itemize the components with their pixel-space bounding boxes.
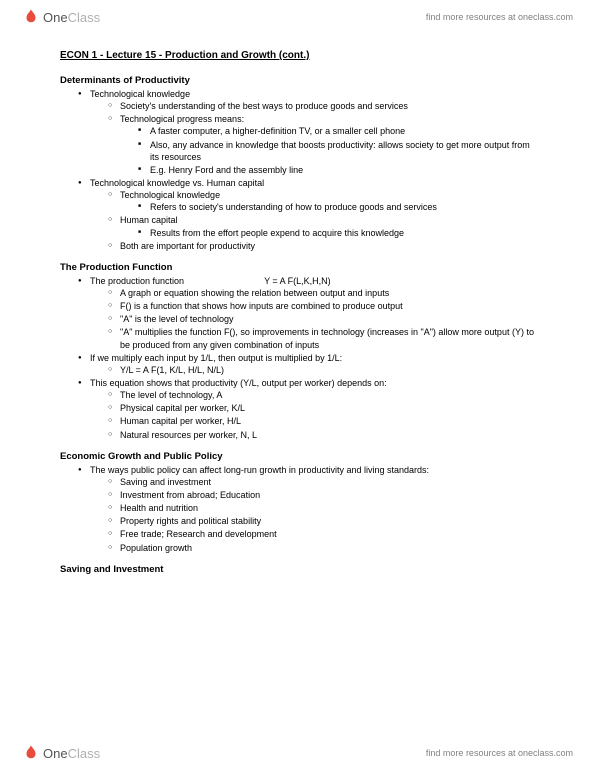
leaf-icon (22, 744, 40, 762)
bullet-text: Property rights and political stability (120, 516, 261, 526)
bullet-text: Investment from abroad; Education (120, 490, 260, 500)
bullet-lvl2: Health and nutrition (108, 502, 540, 514)
bullet-lvl2: Human capital per worker, H/L (108, 415, 540, 427)
bullet-text: Saving and investment (120, 477, 211, 487)
bullet-lvl3: E.g. Henry Ford and the assembly line (138, 164, 540, 176)
brand-header: OneClass find more resources at oneclass… (0, 0, 595, 34)
bullet-lvl1: The ways public policy can affect long-r… (78, 464, 540, 554)
bullet-lvl2: "A" is the level of technology (108, 313, 540, 325)
leaf-icon (22, 8, 40, 26)
bullet-lvl2: Human capital Results from the effort peo… (108, 214, 540, 238)
section-heading: Determinants of Productivity (60, 75, 540, 86)
bullet-text: E.g. Henry Ford and the assembly line (150, 165, 303, 175)
bullet-lvl2: Society's understanding of the best ways… (108, 100, 540, 112)
bullet-text: Both are important for productivity (120, 241, 255, 251)
brand-footer: OneClass find more resources at oneclass… (0, 736, 595, 770)
brand-tagline-bottom: find more resources at oneclass.com (426, 748, 573, 758)
bullet-text: Refers to society's understanding of how… (150, 202, 437, 212)
bullet-text: If we multiply each input by 1/L, then o… (90, 353, 342, 363)
bullet-text: Population growth (120, 543, 192, 553)
bullet-text: Technological knowledge (120, 190, 220, 200)
bullet-lvl2: The level of technology, A (108, 389, 540, 401)
bullet-text: Physical capital per worker, K/L (120, 403, 245, 413)
bullet-lvl2: Both are important for productivity (108, 240, 540, 252)
bullet-lvl2: Technological knowledge Refers to society… (108, 189, 540, 213)
bullet-text: Natural resources per worker, N, L (120, 430, 257, 440)
bullet-text: Technological knowledge (90, 89, 190, 99)
bullet-lvl2: Physical capital per worker, K/L (108, 402, 540, 414)
bullet-text: Health and nutrition (120, 503, 198, 513)
bullet-lvl3: A faster computer, a higher-definition T… (138, 125, 540, 137)
bullet-text: Human capital (120, 215, 178, 225)
bullet-text-formula: Y = A F(L,K,H,N) (264, 276, 331, 286)
bullet-text: "A" is the level of technology (120, 314, 233, 324)
brand-logo-footer: OneClass (22, 744, 100, 762)
brand-logo: OneClass (22, 8, 100, 26)
bullet-text: A faster computer, a higher-definition T… (150, 126, 405, 136)
bullet-lvl1: If we multiply each input by 1/L, then o… (78, 352, 540, 376)
bullet-text: The ways public policy can affect long-r… (90, 465, 429, 475)
bullet-lvl3: Refers to society's understanding of how… (138, 201, 540, 213)
bullet-lvl2: Saving and investment (108, 476, 540, 488)
section-heading: Economic Growth and Public Policy (60, 451, 540, 462)
bullet-lvl2: A graph or equation showing the relation… (108, 287, 540, 299)
document-body: ECON 1 - Lecture 15 - Production and Gro… (60, 50, 540, 577)
bullet-lvl1: Technological knowledge vs. Human capita… (78, 177, 540, 252)
bullet-lvl1: The production function Y = A F(L,K,H,N) A… (78, 275, 540, 351)
bullet-text: The production function (90, 276, 184, 286)
bullet-text: Human capital per worker, H/L (120, 416, 241, 426)
bullet-lvl2: F() is a function that shows how inputs … (108, 300, 540, 312)
bullet-lvl2: Population growth (108, 542, 540, 554)
bullet-lvl2: Property rights and political stability (108, 515, 540, 527)
brand-name-footer: OneClass (43, 746, 100, 761)
bullet-text: This equation shows that productivity (Y… (90, 378, 387, 388)
bullet-text: Y/L = A F(1, K/L, H/L, N/L) (120, 365, 224, 375)
bullet-text: A graph or equation showing the relation… (120, 288, 389, 298)
bullet-lvl2: Y/L = A F(1, K/L, H/L, N/L) (108, 364, 540, 376)
bullet-lvl2: Free trade; Research and development (108, 528, 540, 540)
bullet-text: Also, any advance in knowledge that boos… (150, 140, 530, 162)
bullet-text: The level of technology, A (120, 390, 222, 400)
bullet-text: Technological progress means: (120, 114, 244, 124)
bullet-lvl3: Results from the effort people expend to… (138, 227, 540, 239)
section-heading: The Production Function (60, 262, 540, 273)
bullet-text: F() is a function that shows how inputs … (120, 301, 403, 311)
bullet-text: Society's understanding of the best ways… (120, 101, 408, 111)
brand-tagline-top: find more resources at oneclass.com (426, 12, 573, 22)
brand-name: OneClass (43, 10, 100, 25)
bullet-lvl1: Technological knowledge Society's underst… (78, 88, 540, 176)
bullet-lvl2: Investment from abroad; Education (108, 489, 540, 501)
bullet-lvl3: Also, any advance in knowledge that boos… (138, 139, 540, 163)
bullet-text: Results from the effort people expend to… (150, 228, 404, 238)
page-title: ECON 1 - Lecture 15 - Production and Gro… (60, 50, 540, 61)
bullet-text: "A" multiplies the function F(), so impr… (120, 327, 534, 349)
bullet-lvl2: "A" multiplies the function F(), so impr… (108, 326, 540, 350)
bullet-text: Free trade; Research and development (120, 529, 277, 539)
bullet-text: Technological knowledge vs. Human capita… (90, 178, 264, 188)
bullet-lvl2: Natural resources per worker, N, L (108, 429, 540, 441)
bullet-lvl2: Technological progress means: A faster co… (108, 113, 540, 176)
section-heading: Saving and Investment (60, 564, 540, 575)
bullet-lvl1: This equation shows that productivity (Y… (78, 377, 540, 441)
